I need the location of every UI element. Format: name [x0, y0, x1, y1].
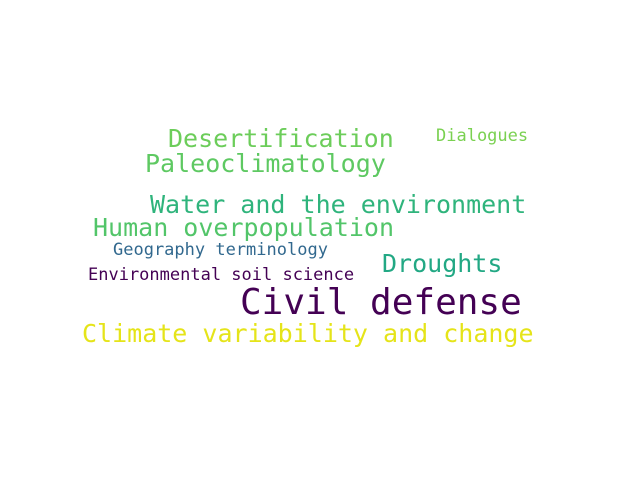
word-water-and-the-environment: Water and the environment	[150, 190, 527, 219]
word-desertification: Desertification	[168, 124, 394, 153]
word-civil-defense: Civil defense	[240, 282, 522, 323]
word-environmental-soil-science: Environmental soil science	[88, 265, 355, 285]
word-droughts: Droughts	[382, 249, 503, 278]
word-human-overpopulation: Human overpopulation	[93, 213, 395, 242]
word-geography-terminology: Geography terminology	[113, 240, 328, 260]
word-paleoclimatology: Paleoclimatology	[145, 149, 386, 178]
word-climate-variability-and-change: Climate variability and change	[82, 319, 534, 348]
word-dialogues: Dialogues	[436, 126, 529, 146]
